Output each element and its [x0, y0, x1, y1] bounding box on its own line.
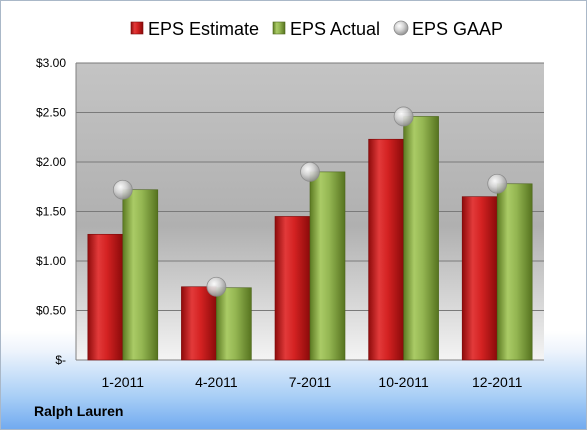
x-tick-label: 12-2011: [472, 374, 523, 390]
x-tick-label: 10-2011: [378, 374, 429, 390]
bar-eps-actual: [403, 116, 439, 361]
legend-swatch-eps-estimate: [130, 21, 144, 35]
bar-eps-actual: [216, 287, 252, 361]
legend-label-eps-gaap: EPS GAAP: [412, 19, 503, 39]
bar-eps-actual: [122, 189, 159, 361]
y-tick-label: $2.50: [36, 106, 66, 120]
x-tick-label: 4-2011: [195, 374, 238, 390]
marker-eps-gaap: [112, 179, 133, 200]
marker-eps-gaap: [393, 106, 414, 127]
x-tick-label: 7-2011: [289, 374, 332, 390]
bar-eps-estimate: [368, 138, 404, 361]
company-name: Ralph Lauren: [34, 403, 124, 419]
bar-eps-estimate: [181, 286, 217, 361]
bar-eps-actual: [496, 183, 533, 361]
bar-eps-estimate: [461, 196, 498, 361]
bar-eps-actual: [309, 171, 346, 361]
marker-eps-gaap: [300, 161, 320, 182]
legend-label-eps-estimate: EPS Estimate: [148, 19, 259, 39]
y-tick-label: $3.00: [36, 56, 66, 70]
y-tick-label: $1.00: [36, 254, 66, 268]
y-tick-label: $-: [55, 353, 66, 367]
marker-eps-gaap: [487, 173, 508, 194]
legend-swatch-eps-actual: [272, 21, 286, 35]
legend-swatch-eps-gaap: [393, 20, 409, 36]
bar-eps-estimate: [274, 216, 311, 361]
y-tick-label: $2.00: [36, 155, 66, 169]
y-tick-label: $1.50: [36, 205, 66, 219]
marker-eps-gaap: [206, 276, 227, 297]
bar-eps-estimate: [87, 233, 124, 361]
x-tick-label: 1-2011: [102, 374, 145, 390]
legend-label-eps-actual: EPS Actual: [290, 19, 380, 39]
y-tick-label: $0.50: [36, 304, 66, 318]
